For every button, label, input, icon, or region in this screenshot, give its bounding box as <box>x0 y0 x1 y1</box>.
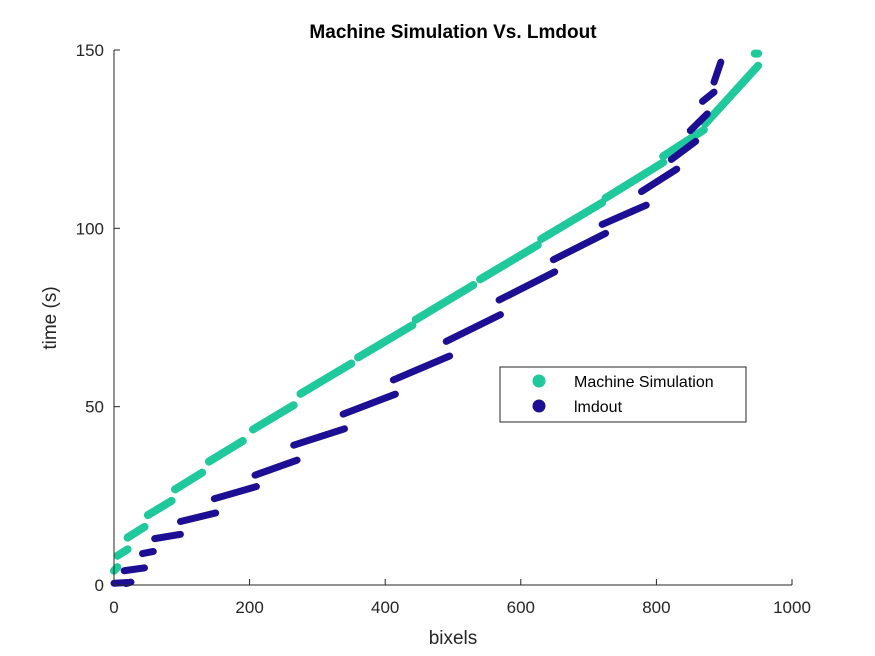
marker-run-lmdout-13 <box>549 229 610 264</box>
marker-run-lmdout-19 <box>710 58 725 86</box>
marker-run-lmdout-11 <box>442 311 504 345</box>
x-axis-label: bixels <box>429 628 478 649</box>
legend-marker-lmdout <box>532 399 546 413</box>
y-tick-label-50: 50 <box>85 398 104 417</box>
marker-run-lmdout-5 <box>176 509 220 526</box>
marker-run-lmdout-12 <box>495 268 559 304</box>
x-tick-label-600: 600 <box>507 598 535 617</box>
y-tick-label-150: 150 <box>76 41 104 60</box>
marker-run-machine-simulation-7 <box>296 359 356 398</box>
marker-run-lmdout-17 <box>686 110 711 135</box>
legend-marker-machine-simulation <box>532 374 546 388</box>
marker-run-machine-simulation-11 <box>537 198 607 244</box>
marker-run-lmdout-4 <box>151 530 184 543</box>
marker-run-lmdout-16 <box>667 137 700 163</box>
marker-run-machine-simulation-14 <box>701 61 763 128</box>
marker-run-lmdout-14 <box>598 201 650 228</box>
plot-marks <box>110 49 763 588</box>
marker-run-machine-simulation-10 <box>476 241 542 284</box>
y-tick-label-100: 100 <box>76 219 104 238</box>
marker-run-machine-simulation-2 <box>123 522 149 542</box>
x-tick-label-200: 200 <box>235 598 263 617</box>
x-tick-label-800: 800 <box>642 598 670 617</box>
legend-label-lmdout: lmdout <box>574 399 623 416</box>
y-tick-label-0: 0 <box>95 576 104 595</box>
marker-run-machine-simulation-8 <box>354 321 417 362</box>
marker-run-lmdout-15 <box>637 165 681 196</box>
legend-label-machine-simulation: Machine Simulation <box>574 374 714 391</box>
x-tick-label-400: 400 <box>371 598 399 617</box>
x-tick-label-0: 0 <box>109 598 118 617</box>
axis-ticks: 0 200 400 600 800 1000 0 50 100 150 <box>76 41 811 617</box>
marker-run-lmdout-3 <box>138 547 157 558</box>
marker-run-machine-simulation-1 <box>113 545 132 560</box>
marker-run-lmdout-7 <box>251 456 301 479</box>
marker-run-machine-simulation-0 <box>110 563 122 575</box>
legend: Machine Simulation lmdout <box>499 366 747 423</box>
marker-run-machine-simulation-4 <box>171 468 207 494</box>
marker-run-machine-simulation-6 <box>248 401 298 434</box>
marker-run-lmdout-6 <box>210 483 260 503</box>
marker-run-lmdout-8 <box>290 425 349 449</box>
x-tick-label-1000: 1000 <box>773 598 811 617</box>
marker-run-machine-simulation-9 <box>411 281 478 324</box>
chart-title: Machine Simulation Vs. Lmdout <box>309 22 597 43</box>
marker-run-lmdout-2 <box>120 564 149 575</box>
marker-run-lmdout-18 <box>699 88 718 105</box>
marker-run-machine-simulation-5 <box>204 436 247 466</box>
marker-run-lmdout-9 <box>339 390 399 418</box>
marker-run-machine-simulation-12 <box>601 158 668 203</box>
marker-run-lmdout-1 <box>122 578 135 588</box>
marker-run-lmdout-10 <box>389 352 454 384</box>
y-axis-label: time (s) <box>40 286 61 349</box>
marker-run-machine-simulation-3 <box>143 496 176 520</box>
marker-run-machine-simulation-13 <box>659 125 708 161</box>
